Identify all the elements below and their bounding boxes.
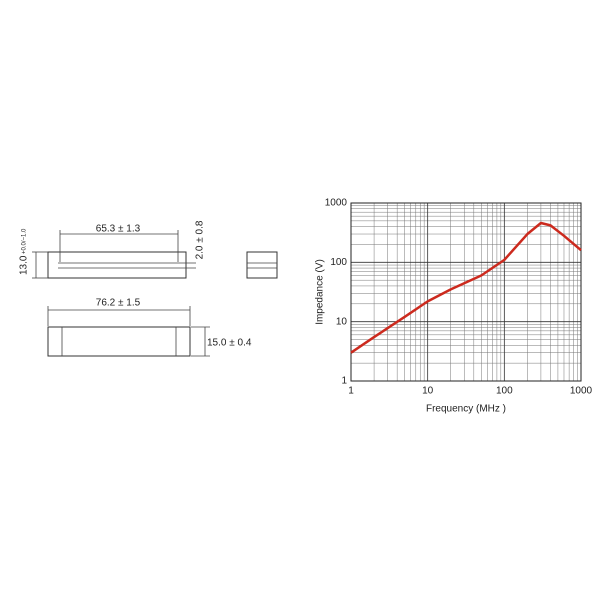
plot-frame <box>350 202 582 382</box>
dim-label: 15.0 ± 0.4 <box>207 338 252 349</box>
dim-label: 76.2 ± 1.5 <box>96 298 141 309</box>
x-tick-label: 1 <box>348 386 354 397</box>
dimension-drawing: 65.3 ± 1.3 2.0 ± 0.8 13.0 +0.0/−1.0 76.2… <box>19 220 278 357</box>
chart: Frequency (MHz ) Impedance (V) 1 10 100 100… <box>315 198 593 415</box>
y-tick-label: 1000 <box>325 198 348 209</box>
x-tick-label: 10 <box>422 386 434 397</box>
x-axis-label: Frequency (MHz ) <box>426 404 506 415</box>
series-line <box>350 221 582 354</box>
x-tick-label: 1000 <box>570 386 593 397</box>
dim-label: 13.0 <box>19 255 30 275</box>
side-view <box>47 326 191 357</box>
top-view <box>47 251 187 279</box>
dim-tolerance: +0.0/−1.0 <box>22 228 28 254</box>
x-tick-label: 100 <box>496 386 513 397</box>
dim-label: 65.3 ± 1.3 <box>96 224 141 235</box>
y-tick-label: 10 <box>336 316 348 327</box>
dim-label: 2.0 ± 0.8 <box>195 220 206 259</box>
y-tick-label: 1 <box>341 376 347 387</box>
y-tick-label: 100 <box>330 257 347 268</box>
end-view <box>246 251 278 279</box>
y-axis-label: Impedance (V) <box>315 259 326 325</box>
